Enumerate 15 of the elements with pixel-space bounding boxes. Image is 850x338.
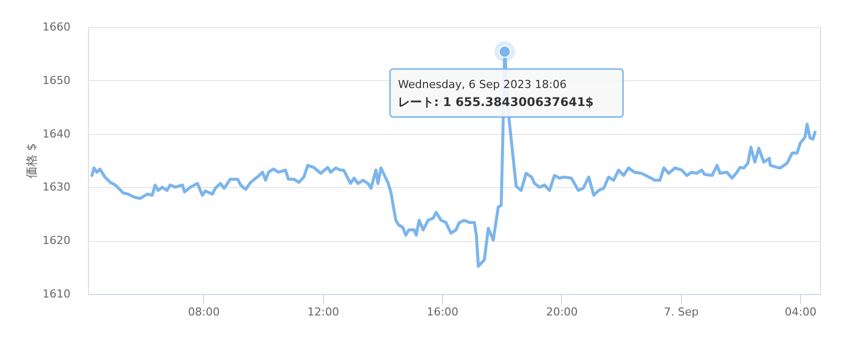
x-tick-label: 16:00 [426,306,458,318]
y-tick-label: 1630 [42,180,70,194]
x-tick-label: 08:00 [188,306,220,318]
y-tick-label: 1620 [42,234,70,248]
x-tick-label: 12:00 [307,306,340,318]
y-tick-label: 1660 [42,20,70,34]
x-tick-label: 04:00 [784,306,816,318]
y-tick-label: 1650 [42,74,70,87]
y-tick-label: 1610 [42,288,70,300]
annotation: レート: 1 655.384300637641$ [398,95,594,109]
x-tick-label: 7. Sep [664,306,699,318]
y-tick-label: 1640 [42,127,70,140]
x-tick-label: 20:00 [546,306,578,318]
y-axis-title: 価格 $ [24,143,39,179]
annotation: Wednesday, 6 Sep 2023 18:06 [398,78,567,91]
